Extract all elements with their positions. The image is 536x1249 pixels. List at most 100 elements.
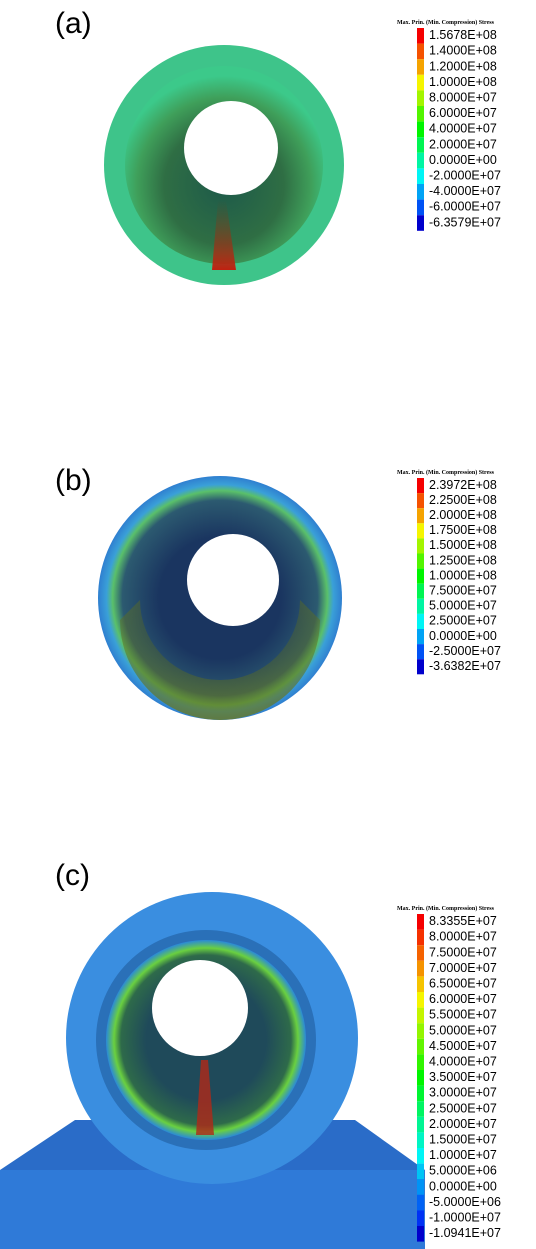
legend-label: -2.5000E+07	[429, 644, 501, 658]
legend-label: -3.6382E+07	[429, 659, 501, 673]
legend-swatch	[417, 1023, 424, 1039]
legend-label: 5.0000E+07	[429, 1023, 497, 1037]
legend-title: Max. Prin. (Min. Compression) Stress	[397, 905, 495, 912]
legend-label: 5.0000E+06	[429, 1164, 497, 1178]
legend-label: 0.0000E+00	[429, 629, 497, 643]
legend-label: 1.0000E+07	[429, 1148, 497, 1162]
legend-label: 7.5000E+07	[429, 945, 497, 959]
legend-swatch	[417, 59, 424, 75]
legend-label: 6.0000E+07	[429, 106, 497, 120]
legend-swatch	[417, 629, 424, 645]
legend-swatch	[417, 1085, 424, 1102]
legend-swatch	[417, 523, 424, 539]
legend-swatch	[417, 538, 424, 554]
legend-swatch	[417, 106, 424, 122]
legend-label: 2.0000E+07	[429, 1117, 497, 1131]
legend-label: 0.0000E+00	[429, 1179, 497, 1193]
legend-label: 1.5678E+08	[429, 28, 497, 42]
legend-swatch	[417, 1054, 424, 1070]
legend-swatch	[417, 598, 424, 614]
legend-swatch	[417, 508, 424, 524]
legend-swatch	[417, 121, 424, 138]
legend-label: -1.0941E+07	[429, 1226, 501, 1240]
legend-swatch	[417, 478, 424, 494]
legend-swatch	[417, 1132, 424, 1148]
legend-swatch	[417, 945, 424, 961]
legend-label: 2.5000E+07	[429, 1101, 497, 1115]
legend-swatch	[417, 43, 424, 60]
legend-label: 8.3355E+07	[429, 914, 497, 928]
legends: Max. Prin. (Min. Compression) Stress 1.56…	[397, 19, 501, 1242]
legend-swatch	[417, 1163, 424, 1180]
legend-title: Max. Prin. (Min. Compression) Stress	[397, 19, 495, 26]
stress-band	[212, 200, 236, 270]
legend-label: 8.0000E+07	[429, 930, 497, 944]
legend-swatch	[417, 90, 424, 106]
panel-label: (b)	[55, 464, 92, 497]
legend-label: 8.0000E+07	[429, 90, 497, 104]
legend-label: 1.5000E+08	[429, 538, 497, 552]
legend-swatch	[417, 1210, 424, 1226]
legend-label: 4.5000E+07	[429, 1039, 497, 1053]
legend-swatch	[417, 74, 424, 91]
legend-label: 6.5000E+07	[429, 976, 497, 990]
legend-title: Max. Prin. (Min. Compression) Stress	[397, 469, 495, 476]
legend-label: 5.0000E+07	[429, 599, 497, 613]
legend-label: 2.5000E+07	[429, 614, 497, 628]
legend-swatch	[417, 1101, 424, 1117]
base-face	[0, 1170, 425, 1249]
legend-swatch	[417, 1179, 424, 1195]
legend-swatch	[417, 137, 424, 153]
legend-label: 0.0000E+00	[429, 153, 497, 167]
panel-label: (c)	[55, 859, 90, 892]
legend-swatch	[417, 493, 424, 509]
legend-swatch	[417, 1038, 424, 1055]
legend-swatch	[417, 168, 424, 184]
legend-swatch	[417, 1070, 424, 1086]
legend-label: 2.0000E+07	[429, 137, 497, 151]
stress-band	[120, 600, 320, 720]
legend-swatch	[417, 1194, 424, 1211]
legend-swatch	[417, 1226, 424, 1242]
legend-swatch	[417, 659, 424, 675]
legend-label: 7.0000E+07	[429, 961, 497, 975]
legend-label: 3.0000E+07	[429, 1086, 497, 1100]
legend-label: 2.3972E+08	[429, 478, 497, 492]
legend-swatch	[417, 976, 424, 992]
legend-swatch	[417, 929, 424, 946]
legend-swatch	[417, 184, 424, 200]
legend-label: -4.0000E+07	[429, 184, 501, 198]
panel-label: (a)	[55, 7, 92, 40]
legend-label: -6.0000E+07	[429, 200, 501, 214]
legend-label: -1.0000E+07	[429, 1210, 501, 1224]
legend-swatch	[417, 215, 424, 231]
legend-swatch	[417, 553, 424, 569]
legend-label: 1.0000E+08	[429, 568, 497, 582]
legend-swatch	[417, 1007, 424, 1024]
legend-label: 1.5000E+07	[429, 1132, 497, 1146]
legend-swatch	[417, 568, 424, 584]
legend-label: 7.5000E+07	[429, 584, 497, 598]
legend-label: 1.4000E+08	[429, 44, 497, 58]
legend-label: 1.0000E+08	[429, 75, 497, 89]
legend-swatch	[417, 1148, 424, 1164]
legend-swatch	[417, 28, 424, 44]
pipe-hole	[184, 101, 278, 195]
legend-label: 1.2500E+08	[429, 553, 497, 567]
legend-swatch	[417, 1116, 424, 1133]
stress-band	[196, 1060, 214, 1135]
legend-label: 1.2000E+08	[429, 59, 497, 73]
legend-label: 2.0000E+08	[429, 508, 497, 522]
legend-swatch	[417, 613, 424, 629]
legend-label: 2.2500E+08	[429, 493, 497, 507]
legend-swatch	[417, 152, 424, 169]
legend-label: 3.5000E+07	[429, 1070, 497, 1084]
legend-label: -2.0000E+07	[429, 168, 501, 182]
legend-swatch	[417, 914, 424, 930]
pipe-hole	[187, 534, 279, 626]
legend-swatch	[417, 199, 424, 216]
legend-label: -6.3579E+07	[429, 215, 501, 229]
legend-label: 4.0000E+07	[429, 1054, 497, 1068]
legend-label: 4.0000E+07	[429, 122, 497, 136]
